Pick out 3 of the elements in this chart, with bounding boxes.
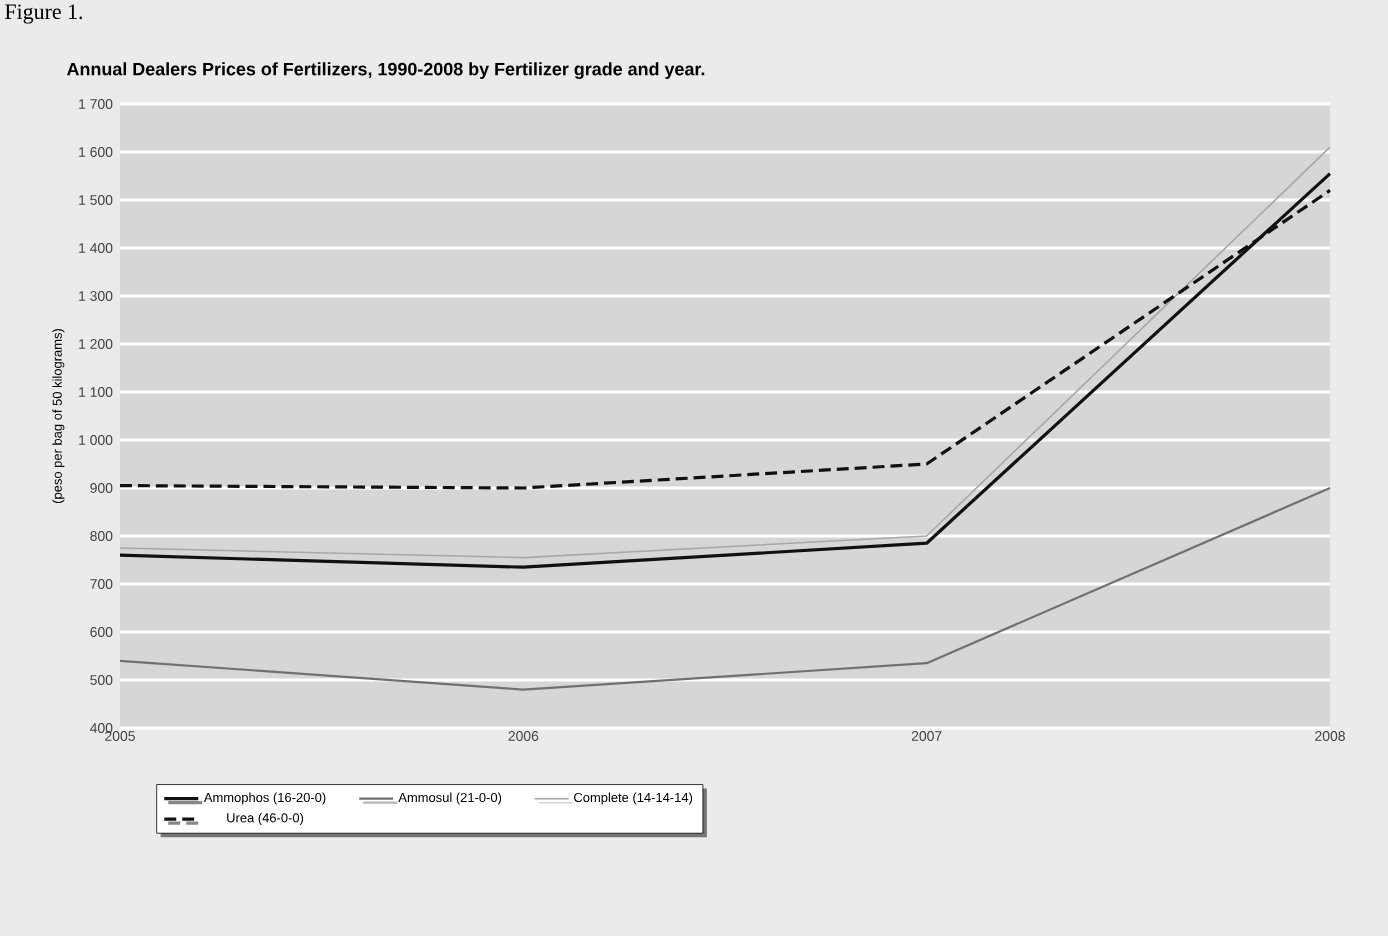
line-series	[118, 486, 1332, 691]
caption: Figure 1.	[5, 4, 83, 24]
chart-title: Annual Dealers Prices of Fertilizers, 1990-2008 by Fertilizer grade and year.	[66, 62, 705, 80]
